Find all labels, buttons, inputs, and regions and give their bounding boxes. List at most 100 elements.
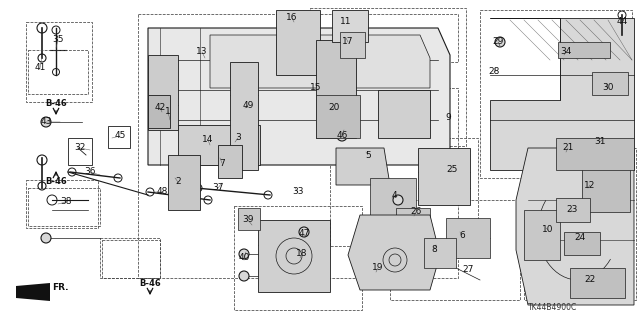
Text: B-46: B-46: [139, 279, 161, 289]
Text: 25: 25: [446, 165, 458, 174]
Circle shape: [337, 131, 347, 141]
Text: 19: 19: [372, 263, 384, 273]
Bar: [390, 200, 520, 300]
Text: 18: 18: [296, 250, 308, 259]
Text: 10: 10: [542, 226, 554, 235]
Text: 28: 28: [488, 68, 500, 76]
Polygon shape: [218, 145, 242, 178]
Polygon shape: [516, 148, 634, 305]
Circle shape: [299, 227, 309, 237]
Polygon shape: [378, 90, 430, 138]
Text: 4: 4: [391, 190, 397, 199]
Circle shape: [495, 37, 505, 47]
Text: 41: 41: [35, 63, 45, 73]
Text: 9: 9: [445, 114, 451, 123]
Bar: [100, 238, 160, 278]
Text: 16: 16: [286, 13, 298, 22]
Text: 35: 35: [52, 36, 64, 44]
Text: 30: 30: [602, 84, 614, 92]
Polygon shape: [148, 55, 178, 130]
Text: 6: 6: [459, 230, 465, 239]
Text: 45: 45: [115, 132, 125, 140]
Text: 2: 2: [175, 178, 181, 187]
Text: 33: 33: [292, 188, 304, 196]
Polygon shape: [592, 72, 628, 95]
Bar: [26, 22, 92, 102]
Text: 42: 42: [154, 103, 166, 113]
Bar: [28, 50, 88, 94]
Polygon shape: [168, 155, 200, 210]
Polygon shape: [418, 148, 470, 205]
Polygon shape: [564, 232, 600, 255]
Polygon shape: [370, 178, 416, 215]
Circle shape: [239, 249, 249, 259]
Text: B-46: B-46: [45, 178, 67, 187]
Text: 38: 38: [60, 197, 72, 206]
Text: 39: 39: [243, 215, 253, 225]
Circle shape: [41, 233, 51, 243]
Text: 40: 40: [238, 253, 250, 262]
Text: 21: 21: [563, 143, 573, 153]
Polygon shape: [556, 138, 634, 170]
Text: 3: 3: [235, 133, 241, 142]
Polygon shape: [148, 28, 450, 165]
Polygon shape: [340, 32, 365, 58]
Text: 49: 49: [243, 100, 253, 109]
Bar: [524, 148, 636, 300]
Text: TK44B4900C: TK44B4900C: [528, 303, 577, 313]
Bar: [102, 240, 160, 278]
Polygon shape: [570, 268, 625, 298]
Bar: [310, 8, 466, 146]
Bar: [26, 180, 98, 228]
Text: 48: 48: [156, 188, 168, 196]
Bar: [28, 188, 100, 226]
Polygon shape: [396, 208, 430, 240]
Text: 47: 47: [298, 229, 310, 238]
Text: 5: 5: [365, 150, 371, 159]
Text: 20: 20: [328, 103, 340, 113]
Text: 14: 14: [202, 135, 214, 145]
Polygon shape: [582, 168, 630, 212]
Polygon shape: [148, 95, 170, 128]
Polygon shape: [348, 215, 440, 290]
Polygon shape: [276, 10, 320, 75]
Polygon shape: [210, 35, 430, 88]
Polygon shape: [178, 125, 260, 165]
Polygon shape: [446, 218, 490, 258]
Polygon shape: [230, 62, 258, 170]
Polygon shape: [524, 210, 560, 260]
Text: FR.: FR.: [52, 284, 68, 292]
Text: 8: 8: [431, 244, 437, 253]
Polygon shape: [258, 220, 330, 292]
Text: 24: 24: [574, 234, 586, 243]
Text: 27: 27: [462, 266, 474, 275]
Polygon shape: [16, 283, 50, 301]
Text: 31: 31: [595, 138, 605, 147]
Text: 46: 46: [336, 131, 348, 140]
Polygon shape: [316, 95, 360, 138]
Polygon shape: [332, 10, 368, 42]
Circle shape: [393, 195, 403, 205]
Text: 17: 17: [342, 37, 354, 46]
Text: 26: 26: [410, 207, 422, 217]
Bar: [480, 10, 632, 178]
Polygon shape: [558, 42, 610, 58]
Text: 12: 12: [584, 180, 596, 189]
Text: 37: 37: [212, 183, 224, 193]
Text: 22: 22: [584, 276, 596, 284]
Bar: [330, 138, 478, 246]
Text: 44: 44: [616, 18, 628, 27]
Text: B-46: B-46: [45, 100, 67, 108]
Text: 1: 1: [165, 108, 171, 116]
Polygon shape: [424, 238, 456, 268]
Bar: [234, 206, 362, 310]
Circle shape: [239, 271, 249, 281]
Circle shape: [41, 117, 51, 127]
Text: 23: 23: [566, 205, 578, 214]
Text: 32: 32: [74, 143, 86, 153]
Text: 13: 13: [196, 47, 208, 57]
Text: 11: 11: [340, 18, 352, 27]
Polygon shape: [490, 18, 634, 170]
Text: 7: 7: [219, 158, 225, 167]
Text: 43: 43: [40, 117, 52, 126]
